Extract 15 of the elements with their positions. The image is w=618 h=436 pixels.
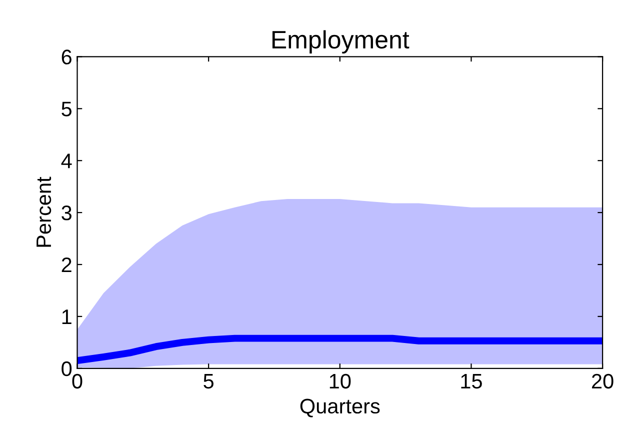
y-tick-label: 4 [61, 154, 72, 168]
y-tick-label: 1 [62, 310, 72, 324]
x-tick-label: 10 [330, 374, 351, 389]
y-tick-label: 0 [62, 361, 72, 376]
x-tick-label: 15 [461, 374, 482, 389]
y-tick-label: 5 [62, 102, 72, 116]
y-tick-label: 2 [62, 258, 72, 272]
x-tick-label: 5 [204, 374, 214, 389]
y-axis-title: Percent [36, 176, 52, 247]
chart-title: Employment [272, 30, 410, 54]
x-axis-title: Quarters [300, 398, 380, 418]
x-tick-label: 0 [72, 374, 82, 389]
y-tick-label: 3 [62, 206, 72, 220]
x-tick-label: 20 [592, 374, 614, 389]
y-tick-label: 6 [62, 50, 72, 64]
